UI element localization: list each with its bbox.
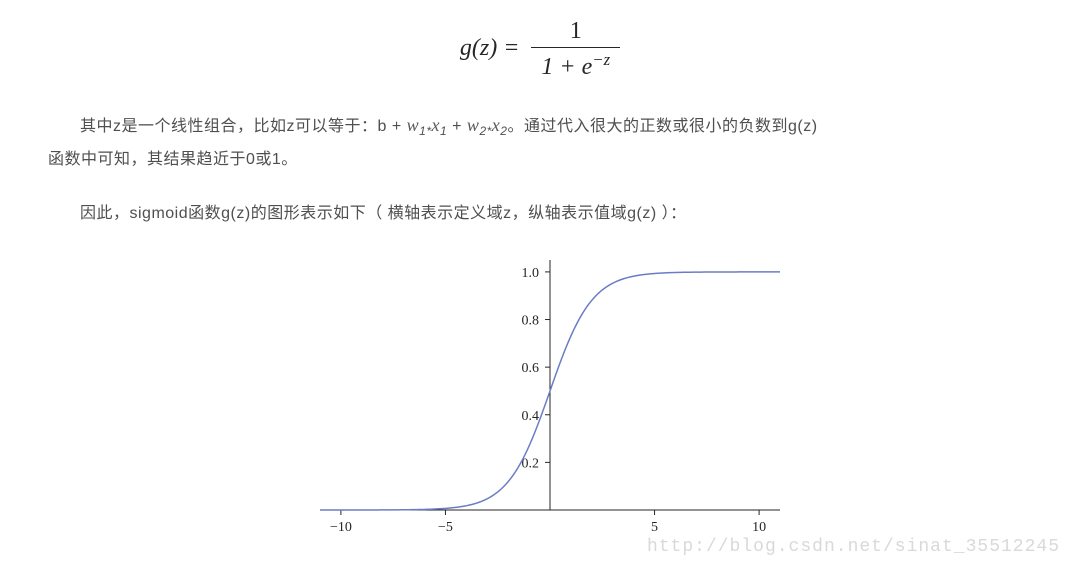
- p1-text-c: 。通过代入很大的正数或很小的负数到g(z): [507, 118, 817, 135]
- formula-lhs: g(z) =: [460, 35, 520, 61]
- svg-text:1.0: 1.0: [522, 266, 540, 281]
- p1-text-a: 其中z是一个线性组合，比如z可以等于：b +: [80, 118, 407, 135]
- svg-text:0.4: 0.4: [522, 409, 540, 424]
- paragraph-2: 因此，sigmoid函数g(z)的图形表示如下（ 横轴表示定义域z，纵轴表示值域…: [80, 202, 687, 226]
- sigmoid-chart: −10 −5 5 10 0.2 0.4 0.6 0.8 1.0: [260, 250, 820, 550]
- svg-text:0.8: 0.8: [522, 314, 540, 329]
- svg-text:0.6: 0.6: [522, 361, 540, 376]
- p1-math: w1*x1 + w2*x2: [407, 118, 508, 135]
- page: g(z) = 1 1 + e−z 其中z是一个线性组合，比如z可以等于：b + …: [0, 0, 1080, 567]
- sigmoid-formula: g(z) = 1 1 + e−z: [0, 18, 1080, 81]
- chart-svg: −10 −5 5 10 0.2 0.4 0.6 0.8 1.0: [260, 250, 820, 550]
- watermark: http://blog.csdn.net/sinat_35512245: [647, 537, 1060, 557]
- formula-fraction: 1 1 + e−z: [531, 18, 620, 81]
- p2-text: 因此，sigmoid函数g(z)的图形表示如下（ 横轴表示定义域z，纵轴表示值域…: [80, 205, 687, 222]
- svg-text:−10: −10: [330, 520, 352, 535]
- svg-text:5: 5: [651, 520, 658, 535]
- formula-numerator: 1: [531, 18, 620, 48]
- svg-text:10: 10: [752, 520, 766, 535]
- paragraph-1b: 函数中可知，其结果趋近于0或1。: [48, 148, 298, 172]
- svg-text:0.2: 0.2: [522, 456, 540, 471]
- svg-text:−5: −5: [438, 520, 453, 535]
- p1-text-d: 函数中可知，其结果趋近于0或1。: [48, 151, 298, 168]
- formula-denominator: 1 + e−z: [531, 48, 620, 81]
- paragraph-1: 其中z是一个线性组合，比如z可以等于：b + w1*x1 + w2*x2。通过代…: [80, 112, 1040, 140]
